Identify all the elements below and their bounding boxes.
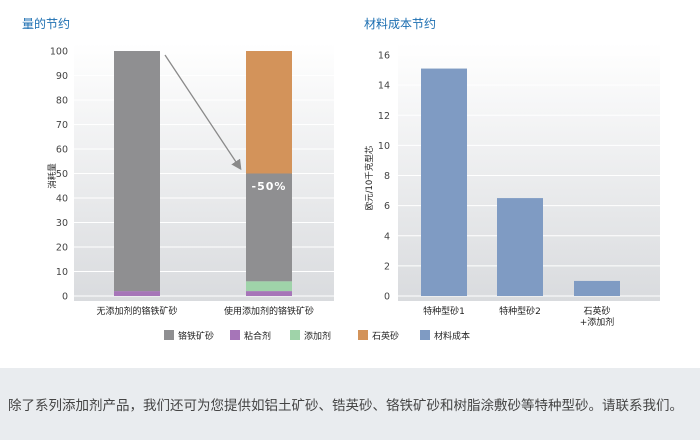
- chart2-title: 材料成本节约: [364, 16, 436, 31]
- chart2-bar: [574, 280, 620, 296]
- chart1-y-tick: 60: [56, 145, 68, 156]
- chart2-category-label: +添加剂: [580, 316, 615, 328]
- chart2-y-tick: 4: [384, 231, 390, 242]
- chart2-bar: [497, 198, 543, 296]
- chart1-bar-segment: [114, 51, 160, 292]
- chart2-y-tick: 2: [384, 261, 390, 272]
- chart1-y-tick: 20: [56, 243, 68, 254]
- chart1-y-tick: 0: [62, 292, 68, 303]
- chart2-category-label: 特种型砂1: [423, 305, 465, 317]
- chart2-category-label: 特种型砂2: [499, 305, 541, 317]
- chart1-y-tick: 30: [56, 218, 68, 229]
- legend-label: 粘合剂: [244, 330, 271, 342]
- legend-label: 材料成本: [434, 330, 470, 342]
- chart-panel: 量的节约 0 10 20 30 40 50 60 70 80 90 100 无添加剂的铬铁矿砂 使用添…: [0, 0, 700, 368]
- legend-swatch: [290, 330, 300, 340]
- chart1-y-axis-label: 消耗量: [47, 163, 58, 189]
- reduction-arrow: [164, 54, 242, 171]
- legend-label: 石英砂: [372, 330, 399, 342]
- chart1-bar-segment: [246, 173, 292, 282]
- chart1-y-tick: 80: [56, 96, 68, 107]
- chart1-bar-segment: [246, 281, 292, 292]
- chart1-plot-area: [74, 43, 334, 301]
- legend-swatch: [230, 330, 240, 340]
- chart1-y-tick: 100: [50, 47, 68, 58]
- chart1-y-tick: 70: [56, 120, 68, 131]
- chart2-category-label: 石英砂: [583, 305, 610, 317]
- legend-label: 铬铁矿砂: [178, 330, 214, 342]
- chart1-category-label: 使用添加剂的铬铁矿砂: [224, 305, 314, 317]
- chart1-y-tick: 50: [56, 169, 68, 180]
- chart2-bar: [421, 68, 467, 297]
- chart1-bar-segment: [246, 51, 292, 174]
- legend-swatch: [420, 330, 430, 340]
- chart2-y-tick: 14: [378, 81, 390, 92]
- chart2-y-axis-label: 欧元/10千克型芯: [364, 145, 375, 210]
- chart2-y-tick: 16: [378, 51, 390, 62]
- chart1-y-tick: 40: [56, 194, 68, 205]
- legend: 铬铁矿砂 粘合剂 添加剂 石英砂 材料成本: [164, 330, 470, 342]
- chart1-y-tick: 90: [56, 71, 68, 82]
- chart1-category-label: 无添加剂的铬铁矿砂: [96, 305, 177, 317]
- chart1-bar-segment: [114, 291, 160, 296]
- legend-label: 添加剂: [304, 330, 331, 342]
- chart2-y-tick: 6: [384, 201, 390, 212]
- chart2-y-tick: 0: [384, 292, 390, 303]
- footer-text: 除了系列添加剂产品，我们还可为您提供如铝土矿砂、锆英砂、铬铁矿砂和树脂涂敷砂等特…: [8, 398, 683, 414]
- chart1-bar-segment: [246, 291, 292, 296]
- chart1-title: 量的节约: [22, 16, 70, 31]
- chart2-y-tick: 10: [378, 141, 390, 152]
- legend-swatch: [164, 330, 174, 340]
- legend-swatch: [358, 330, 368, 340]
- chart2-y-tick: 12: [378, 111, 390, 122]
- chart2-y-tick: 8: [384, 171, 390, 182]
- chart1-y-tick: 10: [56, 267, 68, 278]
- reduction-annotation: -50%: [252, 180, 287, 193]
